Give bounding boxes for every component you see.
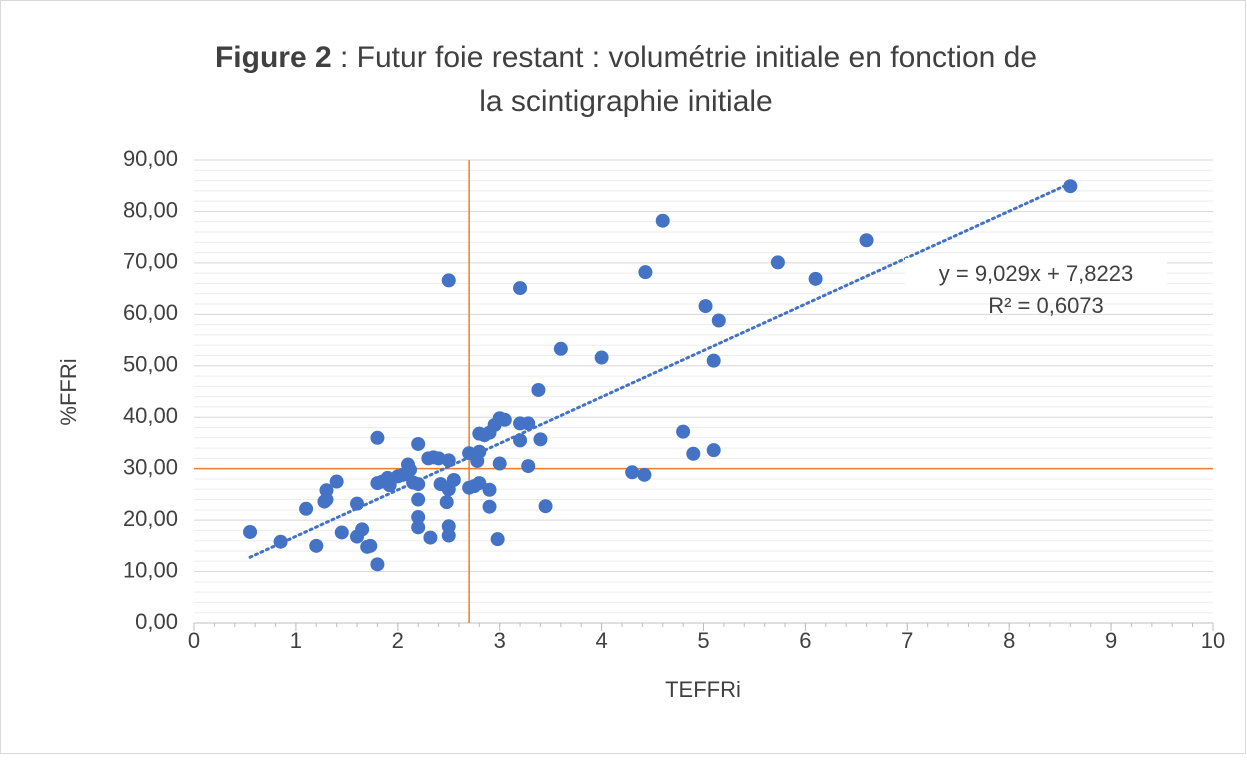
x-tick-label: 7 (901, 628, 913, 653)
point (497, 412, 512, 427)
chart-title-line2: la scintigraphie initiale (479, 85, 773, 118)
point (533, 432, 548, 447)
point (706, 353, 721, 368)
point (370, 430, 385, 445)
x-tick-label: 4 (595, 628, 607, 653)
trendline-equation: y = 9,029x + 7,8223 (939, 261, 1134, 286)
point (411, 510, 426, 525)
y-tick-label: 0,00 (135, 609, 178, 634)
point (711, 313, 726, 328)
title-text: : Futur foie restant : volumétrie initia… (332, 41, 1037, 74)
x-tick-label: 3 (494, 628, 506, 653)
point (686, 446, 701, 461)
y-axis-title: %FFRi (56, 358, 81, 425)
point (513, 281, 528, 296)
point (309, 538, 324, 553)
point (698, 299, 713, 314)
point (472, 444, 487, 459)
y-tick-label: 90,00 (123, 146, 178, 171)
y-tick-label: 40,00 (123, 403, 178, 428)
y-tick-label: 60,00 (123, 300, 178, 325)
x-tick-label: 9 (1105, 628, 1117, 653)
point (808, 271, 823, 286)
point (638, 265, 653, 280)
point (411, 436, 426, 451)
point (770, 255, 785, 270)
x-tick-label: 1 (290, 628, 302, 653)
point (370, 557, 385, 572)
point (363, 538, 378, 553)
point (490, 532, 505, 547)
point (553, 341, 568, 356)
point (637, 467, 652, 482)
point (1063, 179, 1078, 194)
point (403, 462, 418, 477)
point (355, 522, 370, 537)
point (594, 350, 609, 365)
title-bold: Figure 2 (215, 41, 332, 74)
point (441, 273, 456, 288)
trendline (248, 181, 1072, 559)
point (411, 492, 426, 507)
point (482, 482, 497, 497)
point (531, 382, 546, 397)
point (676, 424, 691, 439)
point (441, 528, 456, 543)
x-tick-label: 2 (392, 628, 404, 653)
x-tick-label: 10 (1201, 628, 1225, 653)
x-tick-label: 0 (188, 628, 200, 653)
point (243, 524, 258, 539)
point (446, 472, 461, 487)
point (273, 534, 288, 549)
point (329, 474, 344, 489)
point (411, 477, 426, 492)
point (411, 520, 426, 535)
x-tick-label: 8 (1003, 628, 1015, 653)
trendline-r2: R² = 0,6073 (988, 293, 1104, 318)
point (859, 233, 874, 248)
point (441, 453, 456, 468)
point (319, 483, 334, 498)
point (299, 501, 314, 516)
point (492, 456, 507, 471)
point (521, 459, 536, 474)
point (625, 465, 640, 480)
point (706, 443, 721, 458)
y-tick-label: 10,00 (123, 557, 178, 582)
point (382, 478, 397, 493)
y-tick-label: 70,00 (123, 249, 178, 274)
x-axis-title: TEFFRi (665, 677, 741, 702)
y-tick-label: 20,00 (123, 506, 178, 531)
equation-bg (905, 258, 1167, 292)
point (350, 496, 365, 511)
x-tick-label: 5 (697, 628, 709, 653)
point (472, 476, 487, 491)
point (538, 499, 553, 514)
point (521, 416, 536, 431)
point (334, 525, 349, 540)
chart-title: Figure 2 : Futur foie restant : volumétr… (215, 41, 1037, 74)
y-tick-label: 80,00 (123, 197, 178, 222)
y-tick-label: 30,00 (123, 454, 178, 479)
point (482, 499, 497, 514)
y-tick-label: 50,00 (123, 352, 178, 377)
x-tick-label: 6 (799, 628, 811, 653)
point (439, 495, 454, 510)
point (513, 433, 528, 448)
point (655, 213, 670, 228)
point (423, 530, 438, 545)
